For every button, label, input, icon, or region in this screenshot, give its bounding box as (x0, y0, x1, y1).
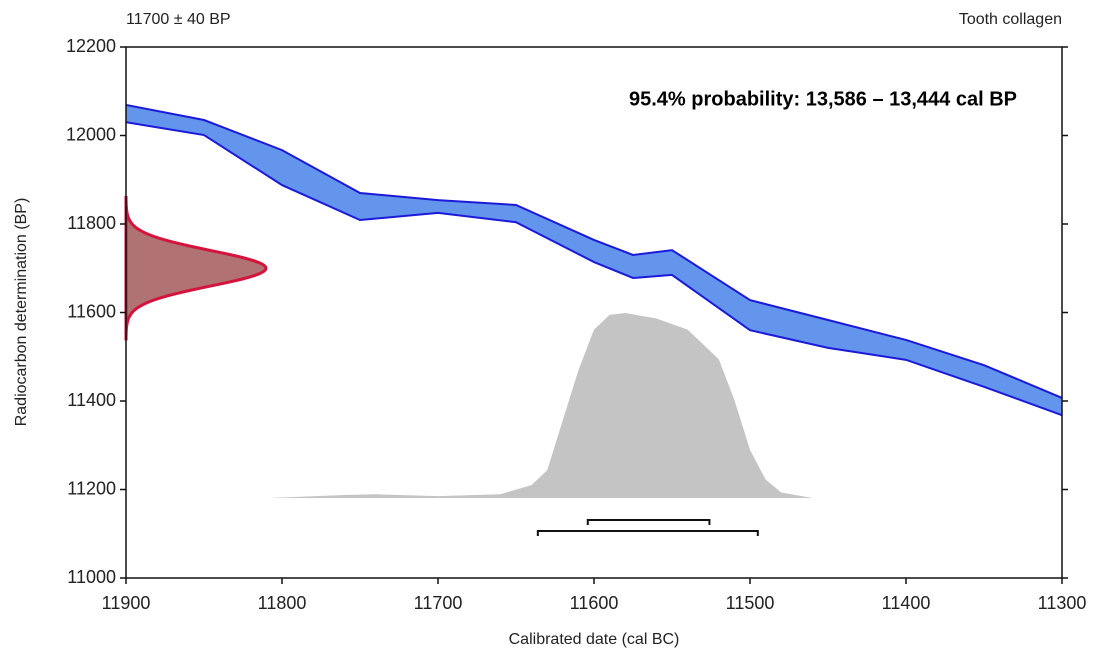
calibration-band (126, 104, 1062, 416)
calibration-edge-lower (125, 121, 1063, 417)
y-tick-label: 12000 (66, 124, 116, 144)
y-tick-label: 12200 (66, 36, 116, 56)
probability-range (536, 530, 759, 536)
y-axis-label: Radiocarbon determination (BP) (13, 198, 30, 427)
plot-frame (125, 46, 1063, 579)
probability-range (586, 519, 711, 525)
posterior-distribution (269, 313, 883, 498)
y-tick-label: 11400 (67, 390, 116, 410)
y-tick-label: 11800 (67, 213, 116, 233)
x-tick-label: 11600 (570, 593, 619, 613)
x-tick-label: 11500 (726, 593, 775, 613)
annotation: 95.4% probability: 13,586 – 13,444 cal B… (629, 88, 1017, 110)
x-axis-label: Calibrated date (cal BC) (509, 631, 680, 648)
chart-subtitle: Tooth collagen (959, 11, 1062, 28)
calibration-edge-upper (125, 103, 1063, 399)
y-tick-label: 11600 (67, 301, 116, 321)
x-tick-label: 11300 (1038, 593, 1087, 613)
x-tick-label: 11400 (882, 593, 931, 613)
y-tick-label: 11200 (67, 478, 116, 498)
x-tick-label: 11900 (102, 593, 151, 613)
chart-title: 11700 ± 40 BP (126, 11, 231, 28)
x-tick-label: 11700 (414, 593, 463, 613)
measurement-distribution (124, 195, 268, 341)
y-tick-label: 11000 (67, 567, 116, 587)
x-tick-label: 11800 (258, 593, 307, 613)
